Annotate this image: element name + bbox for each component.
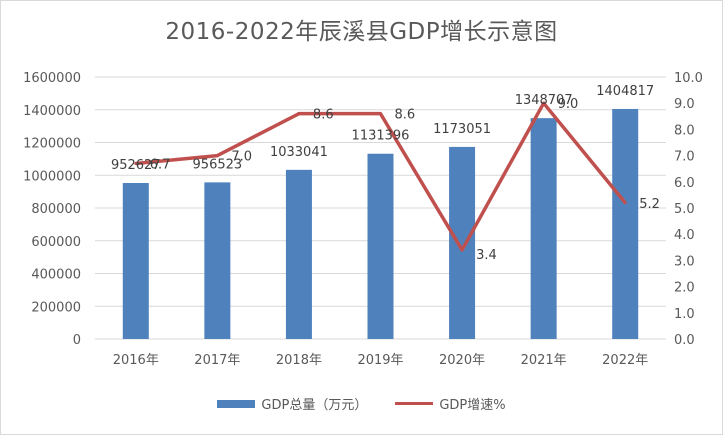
x-tick-label: 2022年	[602, 353, 648, 368]
legend-growth-label: GDP增速%	[439, 398, 506, 413]
gdp-bar	[122, 183, 149, 339]
right-tick-label: 10.0	[674, 71, 703, 86]
left-tick-label: 1000000	[23, 169, 81, 184]
right-tick-label: 9.0	[674, 97, 695, 112]
left-tick-label: 200000	[31, 300, 81, 315]
growth-line-point	[379, 112, 382, 116]
line-data-label: 7.0	[231, 150, 252, 165]
bar-data-label: 1348707	[515, 93, 573, 108]
bar-data-labels: 952627 956523 1033041 1131396 1173051 1348707…	[111, 84, 654, 173]
x-tick-label: 2016年	[113, 353, 159, 368]
left-axis-ticks: 0 200000 400000 600000 800000 1000000 1200000 1…	[23, 71, 81, 348]
growth-line-point	[297, 112, 301, 116]
x-tick-label: 2020年	[439, 353, 485, 368]
growth-line-point	[623, 201, 627, 205]
growth-line	[134, 101, 627, 252]
right-tick-label: 4.0	[674, 228, 695, 243]
gdp-bar	[530, 118, 557, 339]
bar-data-label: 952627	[111, 158, 161, 173]
gdp-bar	[367, 153, 394, 339]
growth-line-point	[460, 248, 464, 252]
right-axis-ticks: 0.0 1.0 2.0 3.0 4.0 5.0 6.0 7.0 8.0 9.0 10.0	[674, 71, 703, 348]
growth-line-point	[134, 161, 138, 165]
legend-item-growth: GDP增速%	[395, 394, 506, 413]
right-tick-label: 1.0	[674, 307, 695, 322]
growth-line-point	[542, 101, 546, 105]
bar-data-label: 1131396	[352, 129, 410, 144]
right-tick-label: 5.0	[674, 202, 695, 217]
legend-item-gdp: GDP总量（万元）	[217, 394, 367, 413]
x-tick-label: 2019年	[357, 353, 403, 368]
chart-title: 2016-2022年辰溪县GDP增长示意图	[165, 19, 558, 45]
line-data-labels: 6.7 7.0 8.6 8.6 3.4 9.0 5.2	[150, 97, 660, 263]
bar-data-label: 956523	[193, 157, 243, 172]
legend-bar-swatch	[217, 399, 256, 408]
x-axis-ticks: 2016年 2017年 2018年 2019年 2020年 2021年 2022年	[113, 353, 649, 368]
x-tick-label: 2018年	[276, 353, 322, 368]
bar-data-label: 1033041	[270, 145, 328, 160]
left-tick-label: 1200000	[23, 137, 81, 152]
gdp-bar	[612, 108, 639, 340]
right-tick-label: 3.0	[674, 254, 695, 269]
x-tick-label: 2021年	[521, 353, 567, 368]
gdp-bar	[449, 146, 476, 339]
line-data-label: 8.6	[313, 108, 334, 123]
gdp-bar	[285, 169, 312, 339]
growth-line-point	[215, 154, 219, 158]
left-tick-label: 1600000	[23, 71, 81, 86]
left-tick-label: 400000	[31, 268, 81, 283]
bar-data-label: 1173051	[433, 122, 491, 137]
right-tick-label: 6.0	[674, 176, 695, 191]
line-data-label: 9.0	[558, 97, 579, 112]
gdp-bar	[204, 182, 231, 339]
line-data-label: 3.4	[476, 248, 497, 263]
bar-data-label: 1404817	[596, 84, 654, 99]
left-tick-label: 800000	[31, 202, 81, 217]
left-tick-label: 1400000	[23, 104, 81, 119]
line-data-label: 5.2	[639, 197, 660, 212]
legend-line-swatch	[395, 402, 434, 405]
right-tick-label: 0.0	[674, 333, 695, 348]
line-data-label: 6.7	[150, 157, 171, 172]
left-tick-label: 0	[73, 333, 81, 348]
right-tick-label: 8.0	[674, 123, 695, 138]
right-tick-label: 7.0	[674, 150, 695, 165]
chart-legend: GDP总量（万元） GDP增速%	[0, 394, 723, 413]
right-tick-label: 2.0	[674, 281, 695, 296]
x-tick-label: 2017年	[194, 353, 240, 368]
gdp-bars	[122, 108, 639, 340]
line-data-label: 8.6	[395, 108, 416, 123]
left-tick-label: 600000	[31, 235, 81, 250]
legend-gdp-label: GDP总量（万元）	[261, 398, 368, 413]
